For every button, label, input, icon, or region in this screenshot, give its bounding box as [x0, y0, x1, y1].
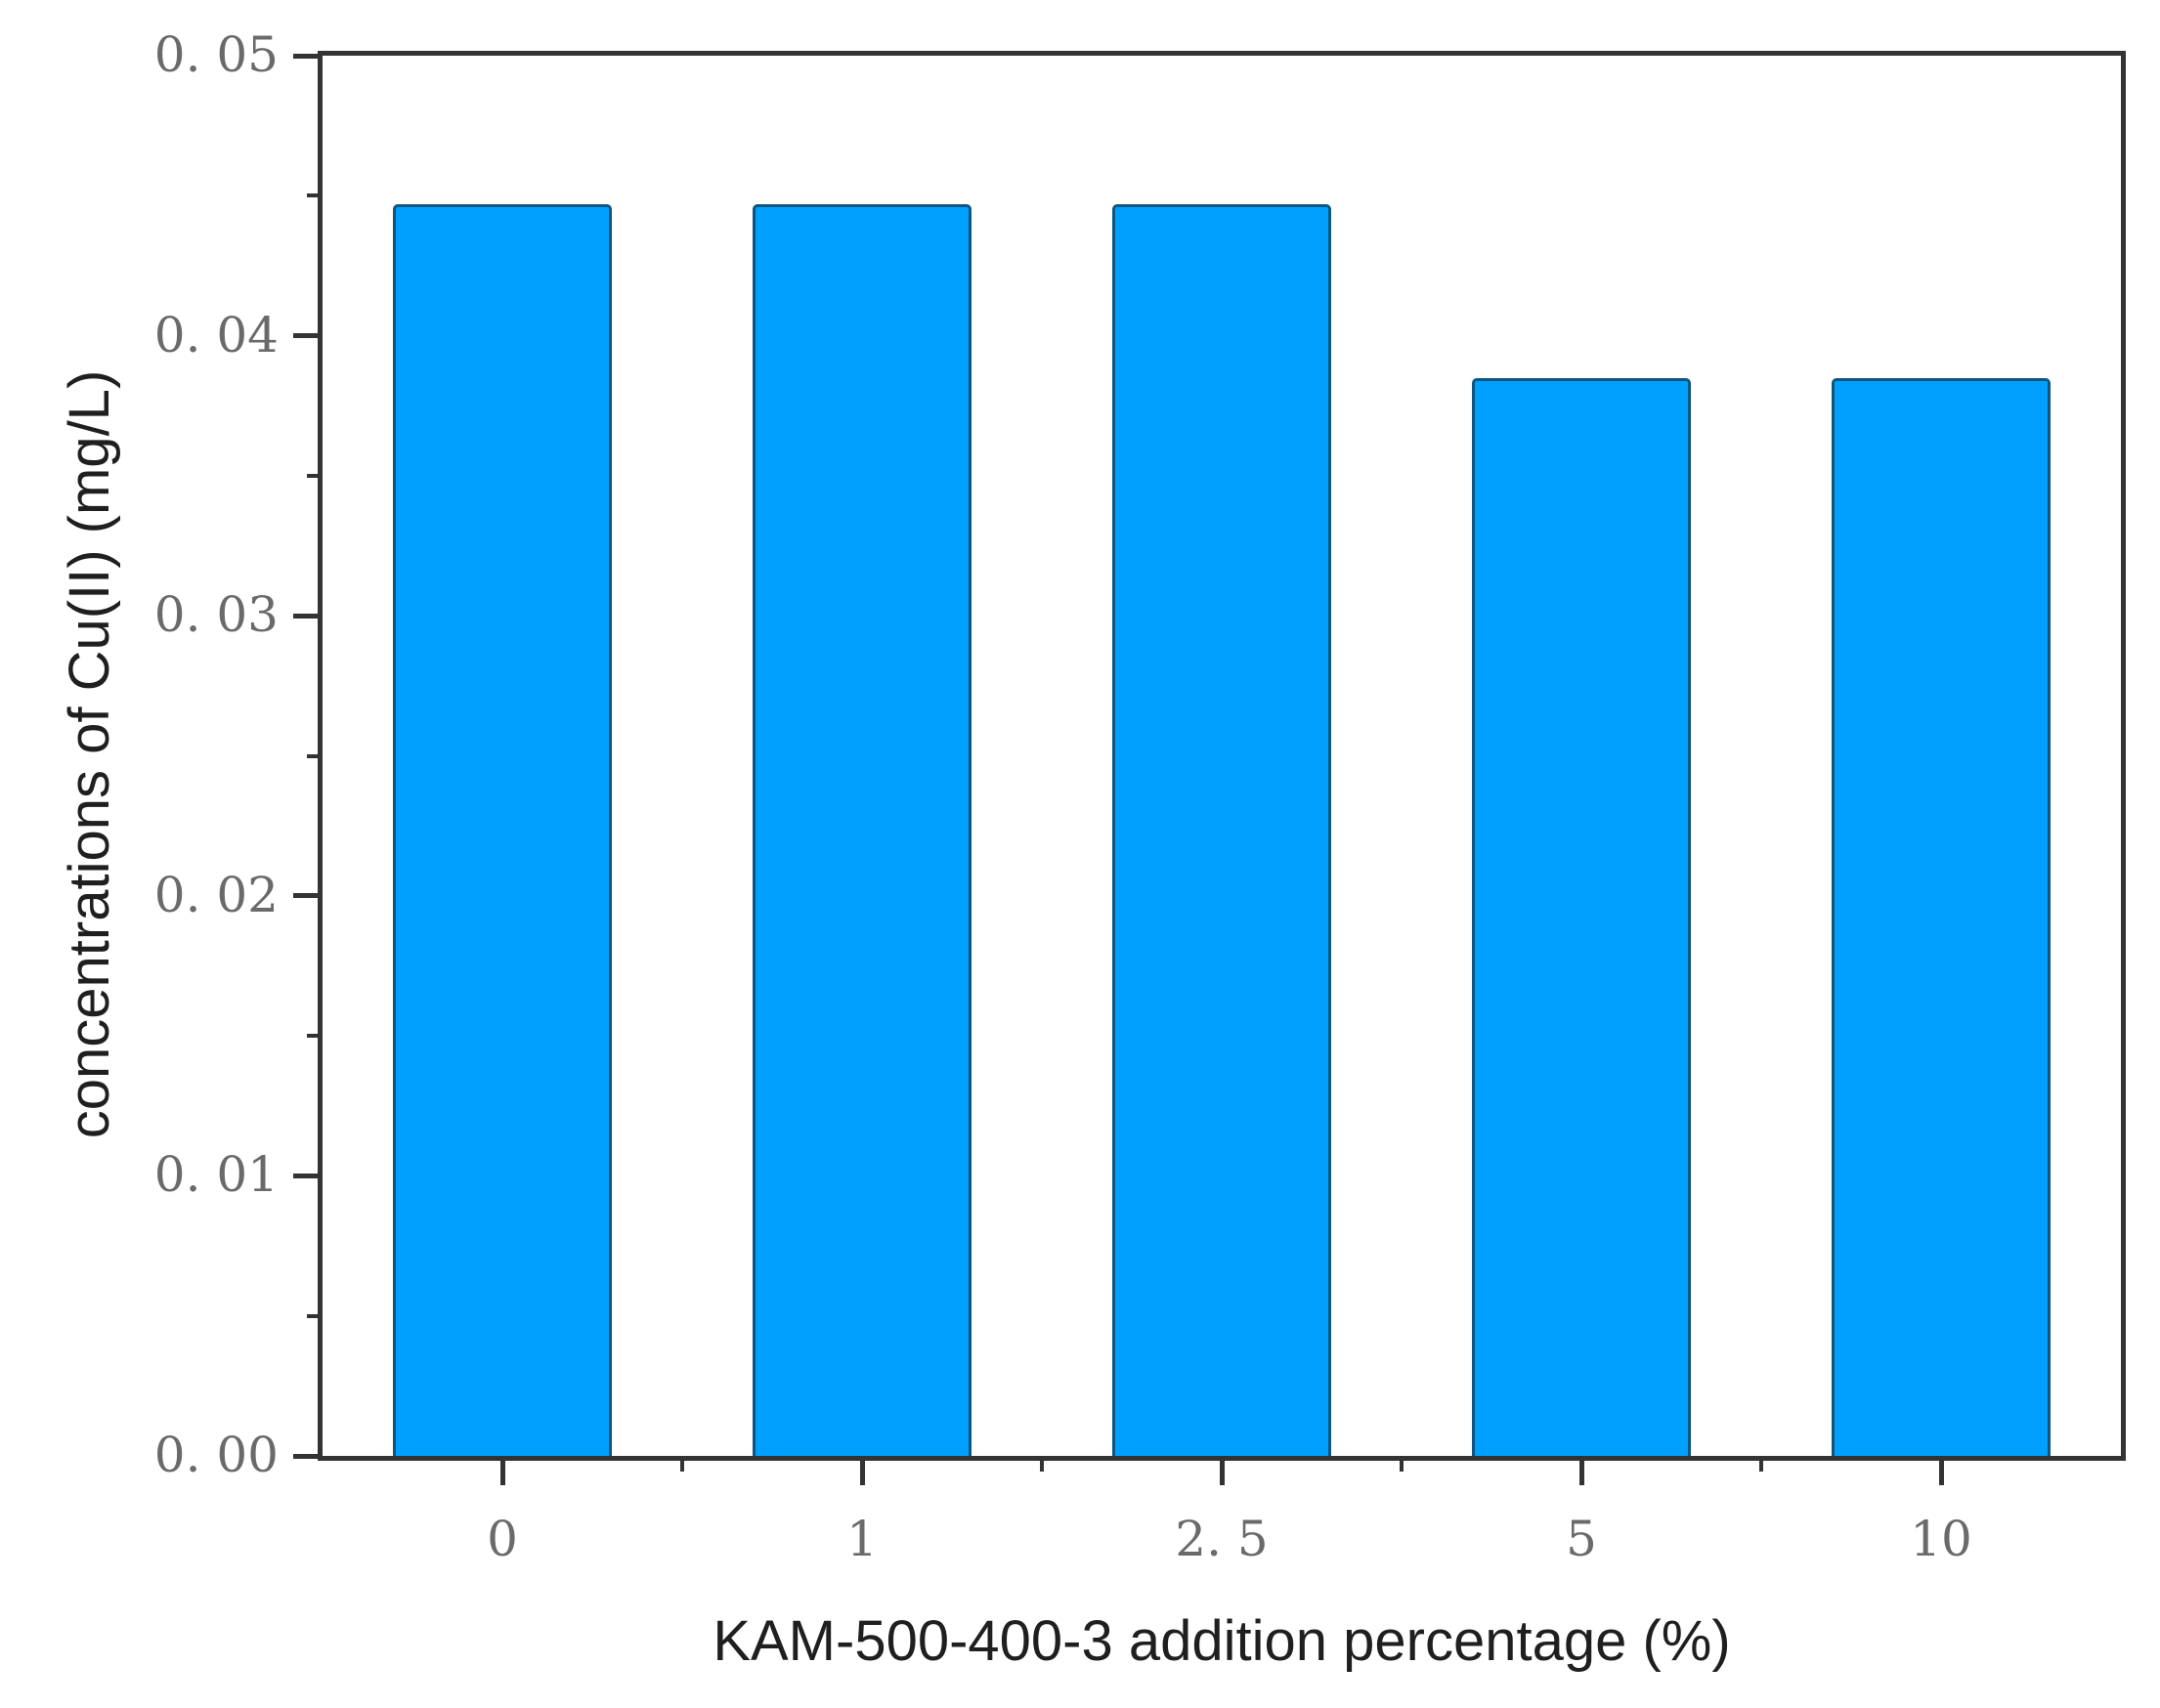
x-major-tick: [859, 1456, 865, 1485]
y-tick-label: 0. 00: [153, 1427, 279, 1483]
x-tick-label: 10: [1910, 1511, 1972, 1567]
x-tick-label: 2. 5: [1175, 1511, 1269, 1567]
y-tick-label: 0. 02: [153, 866, 279, 923]
y-tick-label: 0. 01: [153, 1146, 279, 1204]
x-major-tick: [1578, 1456, 1584, 1485]
x-minor-tick: [1400, 1456, 1404, 1472]
x-tick-label: 0: [487, 1511, 518, 1567]
bar: [1831, 377, 2052, 1456]
y-major-tick: [293, 1453, 323, 1459]
bar: [1111, 203, 1332, 1456]
x-minor-tick: [680, 1456, 684, 1472]
x-tick-label: 1: [846, 1511, 878, 1567]
x-minor-tick: [1040, 1456, 1044, 1472]
bar: [392, 203, 613, 1456]
y-major-tick: [293, 1173, 323, 1178]
y-minor-tick: [307, 753, 323, 758]
bar: [1471, 377, 1692, 1456]
y-tick-label: 0. 03: [153, 586, 279, 644]
y-minor-tick: [307, 1034, 323, 1039]
x-minor-tick: [1759, 1456, 1763, 1472]
x-tick-label: 5: [1566, 1511, 1597, 1567]
y-axis-title: concentrations of Cu(II) (mg/L): [58, 369, 122, 1139]
x-major-tick: [1219, 1456, 1225, 1485]
x-axis-title: KAM-500-400-3 addition percentage (%): [713, 1609, 1731, 1673]
y-tick-label: 0. 05: [153, 26, 279, 83]
y-minor-tick: [307, 473, 323, 478]
y-major-tick: [293, 333, 323, 339]
x-major-tick: [1938, 1456, 1944, 1485]
y-major-tick: [293, 893, 323, 899]
bar: [752, 203, 972, 1456]
y-major-tick: [293, 53, 323, 59]
x-major-tick: [499, 1456, 505, 1485]
y-minor-tick: [307, 1313, 323, 1318]
y-major-tick: [293, 613, 323, 619]
y-minor-tick: [307, 193, 323, 198]
y-tick-label: 0. 04: [153, 306, 279, 363]
